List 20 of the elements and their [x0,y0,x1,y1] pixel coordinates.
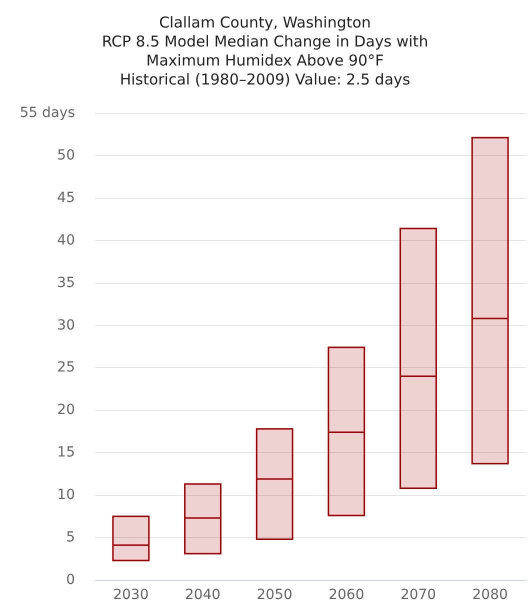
y-tick-label: 5 [66,530,75,546]
x-tick-label: 2080 [472,587,508,603]
x-tick-label: 2030 [113,587,149,603]
x-tick-label: 2040 [184,587,221,603]
x-tick-label: 2060 [328,587,364,603]
y-tick-label: 10 [57,487,75,504]
y-tick-label: 0 [66,572,75,588]
y-tick-label: 30 [57,317,75,334]
x-tick-label: 2070 [400,587,436,603]
y-tick-label: 40 [57,232,75,248]
chart-subtitle: Historical (1980–2009) Value: 2.5 days [120,70,410,88]
y-tick-label: 55 days [20,105,75,121]
y-tick-label: 15 [57,444,75,461]
y-tick-label: 25 [57,360,75,376]
y-tick-label: 45 [57,190,75,206]
y-tick-label: 50 [57,147,75,164]
y-tick-label: 20 [57,402,75,418]
chart-title: Clallam County, Washington RCP 8.5 Model Median Change in Days with Maximum Humidex Above 90°F [102,14,428,70]
y-tick-label: 35 [57,274,75,291]
x-tick-label: 2050 [256,587,292,603]
